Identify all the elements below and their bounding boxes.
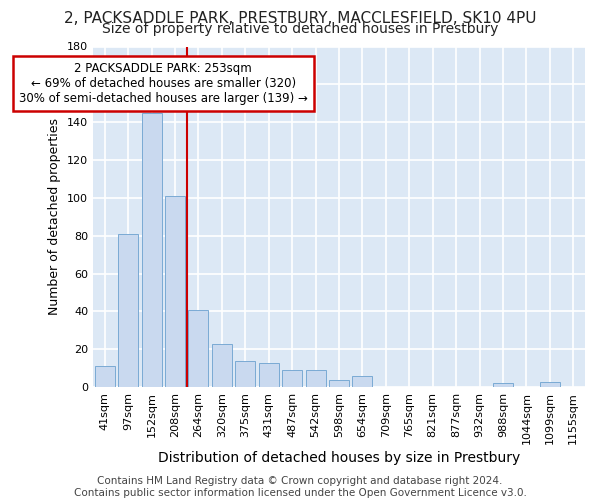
Bar — [142, 112, 161, 387]
Text: 2, PACKSADDLE PARK, PRESTBURY, MACCLESFIELD, SK10 4PU: 2, PACKSADDLE PARK, PRESTBURY, MACCLESFI… — [64, 11, 536, 26]
Text: 2 PACKSADDLE PARK: 253sqm
← 69% of detached houses are smaller (320)
30% of semi: 2 PACKSADDLE PARK: 253sqm ← 69% of detac… — [19, 62, 308, 104]
Bar — [305, 370, 326, 387]
Bar — [282, 370, 302, 387]
Bar — [188, 310, 208, 387]
Bar — [165, 196, 185, 387]
X-axis label: Distribution of detached houses by size in Prestbury: Distribution of detached houses by size … — [158, 451, 520, 465]
Bar — [259, 362, 278, 387]
Bar — [118, 234, 138, 387]
Bar — [212, 344, 232, 387]
Bar — [493, 384, 513, 387]
Text: Contains HM Land Registry data © Crown copyright and database right 2024.
Contai: Contains HM Land Registry data © Crown c… — [74, 476, 526, 498]
Bar — [235, 360, 255, 387]
Bar — [329, 380, 349, 387]
Bar — [540, 382, 560, 387]
Y-axis label: Number of detached properties: Number of detached properties — [49, 118, 61, 316]
Bar — [95, 366, 115, 387]
Text: Size of property relative to detached houses in Prestbury: Size of property relative to detached ho… — [102, 22, 498, 36]
Bar — [352, 376, 373, 387]
